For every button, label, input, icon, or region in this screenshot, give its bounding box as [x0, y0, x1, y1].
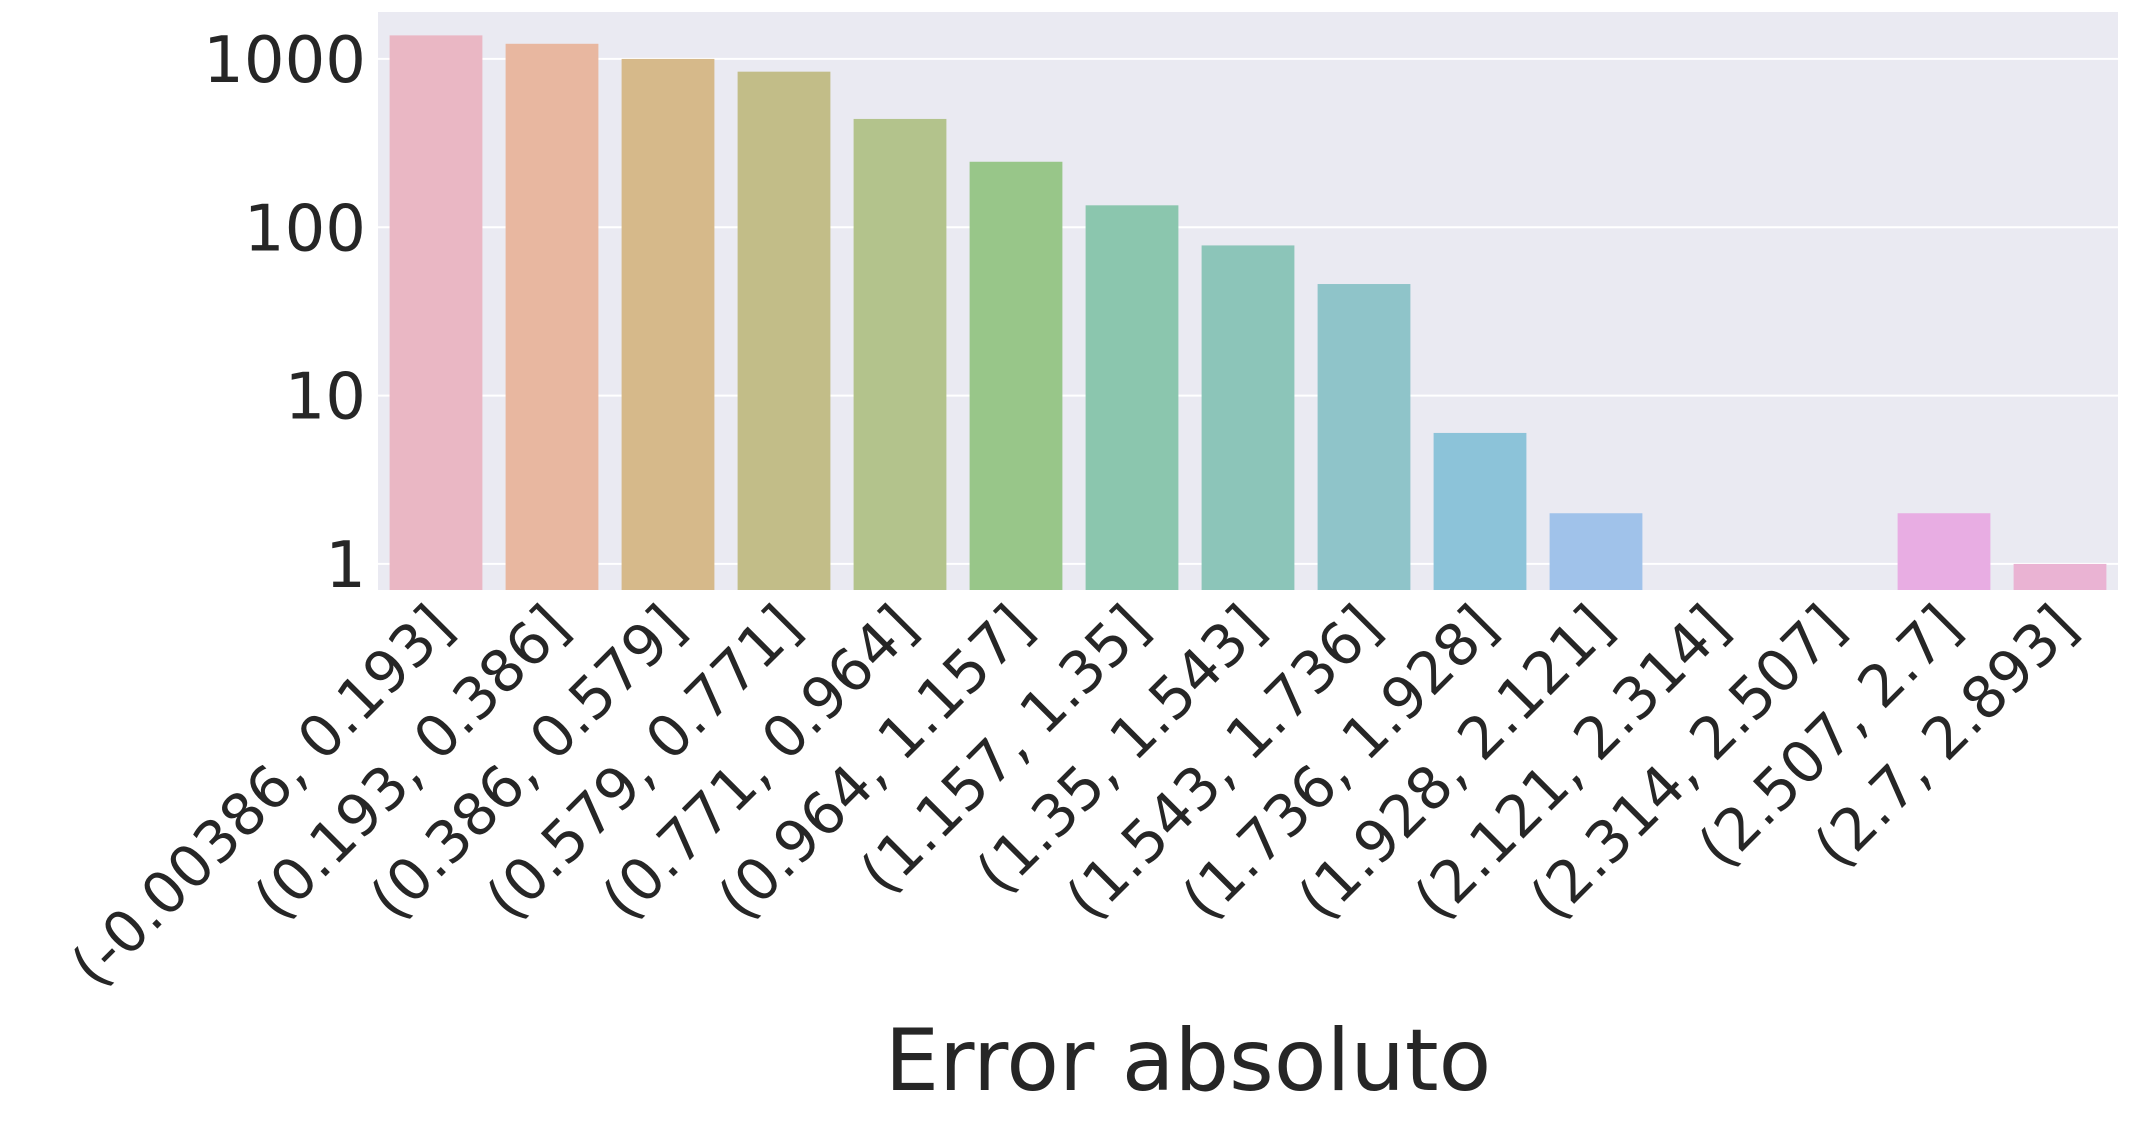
x-tick-labels: (-0.00386, 0.193](0.193, 0.386](0.386, 0… [58, 592, 2090, 1000]
bar [1549, 513, 1643, 590]
bar [1201, 245, 1295, 591]
bar [969, 161, 1063, 591]
bar [505, 43, 599, 591]
y-tick-label: 100 [244, 192, 366, 266]
bar [853, 118, 947, 590]
bar [1433, 432, 1527, 590]
y-tick-label: 1000 [203, 24, 366, 98]
bar [621, 58, 715, 590]
bar [2013, 563, 2107, 590]
bar [737, 71, 831, 590]
y-tick-label: 1 [325, 529, 366, 603]
bar [389, 35, 483, 591]
y-tick-labels: 1 10 100 1000 [203, 24, 366, 603]
y-tick-label: 10 [285, 361, 366, 435]
bars [389, 35, 2107, 591]
bar [1085, 205, 1179, 590]
bar [1317, 284, 1411, 590]
bar [1897, 513, 1991, 590]
x-axis-label: Error absoluto [885, 1011, 1491, 1111]
